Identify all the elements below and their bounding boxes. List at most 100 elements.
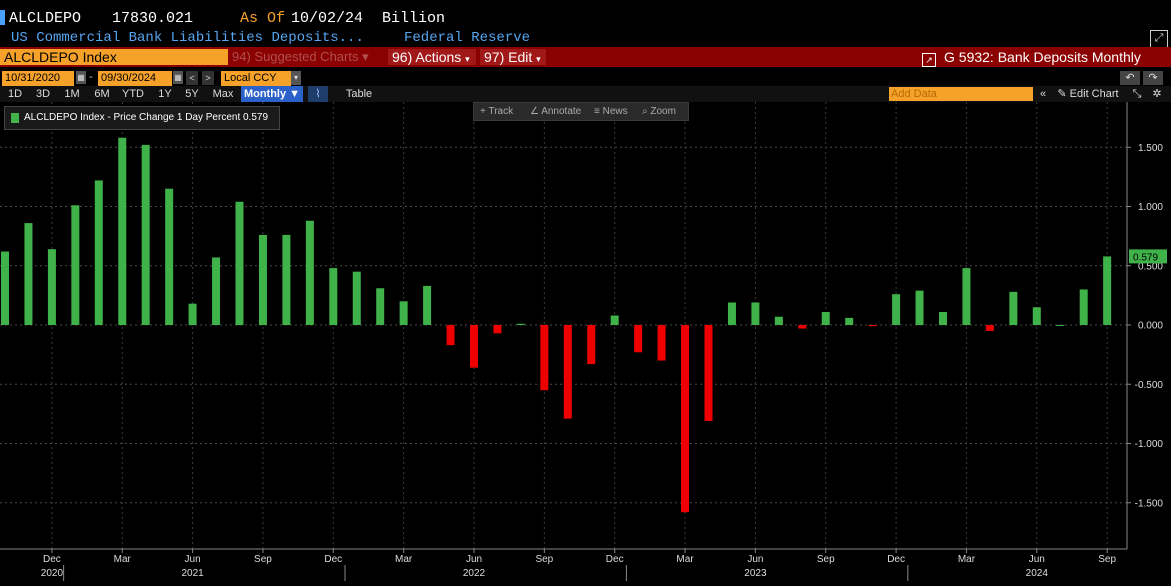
x-year-label: 2024	[1026, 568, 1049, 579]
add-data-input[interactable]: Add Data	[889, 87, 1033, 101]
prev-period-button[interactable]: <	[186, 71, 198, 85]
start-date-input[interactable]: 10/31/2020	[2, 71, 74, 86]
actions-menu[interactable]: 96) Actions ▾	[388, 49, 476, 65]
annotate-label: Annotate	[541, 106, 582, 117]
end-date-input[interactable]: 09/30/2024	[98, 71, 172, 86]
asof-date: 10/02/24	[291, 10, 364, 27]
last-value-tag	[1129, 249, 1167, 264]
y-tick-label: 0.500	[1138, 261, 1163, 272]
data-bar	[423, 285, 432, 325]
date-range-row: 10/31/2020 ▦ - 09/30/2024 ▦ < > Local CC…	[0, 71, 1171, 86]
calendar-icon[interactable]: ▦	[76, 71, 86, 84]
chevron-down-icon: ▾	[536, 54, 541, 64]
data-bar	[610, 315, 619, 325]
annotate-tool[interactable]: ∠ Annotate	[530, 103, 581, 120]
undo-icon[interactable]: ↶	[1120, 71, 1140, 85]
chart-area[interactable]: -1.500 -1.000 -0.500 0.000 0.500 1.000 1.500 De…	[0, 102, 1171, 581]
x-year-label: 2022	[463, 568, 486, 579]
period-1y[interactable]: 1Y	[158, 88, 172, 100]
unit-label: Billion	[382, 10, 446, 27]
edit-chart-button[interactable]: ✎ Edit Chart	[1052, 86, 1124, 102]
calendar-icon[interactable]: ▦	[173, 71, 183, 84]
period-5y[interactable]: 5Y	[185, 88, 199, 100]
chevron-down-icon: ▼	[289, 88, 301, 100]
data-bar	[587, 325, 596, 365]
news-tool[interactable]: ≡ News	[594, 103, 628, 120]
edit-menu[interactable]: 97) Edit ▾	[480, 49, 546, 65]
frequency-label: Monthly	[243, 88, 287, 100]
data-bar	[165, 188, 174, 325]
launch-icon[interactable]: ↗	[922, 53, 936, 67]
data-bar	[352, 271, 361, 325]
x-year-label: 2021	[181, 568, 204, 579]
x-tick-label: Jun	[1029, 554, 1045, 565]
frequency-select[interactable]: Monthly ▼	[241, 86, 303, 102]
period-toolbar: 1D 3D 1M 6M YTD 1Y 5Y Max Monthly ▼ ⌇ Ta…	[0, 86, 1171, 102]
data-bar	[540, 325, 549, 391]
redo-icon[interactable]: ↷	[1143, 71, 1163, 85]
currency-select[interactable]: Local CCY	[221, 71, 291, 86]
description-row: US Commercial Bank Liabilities Deposits.…	[0, 29, 1171, 48]
data-bar	[282, 234, 291, 325]
data-bar	[1079, 289, 1088, 325]
next-period-button[interactable]: >	[202, 71, 214, 85]
chart-legend[interactable]: ALCLDEPO Index - Price Change 1 Day Perc…	[4, 106, 280, 130]
expand-chart-icon[interactable]: ⤡	[1132, 88, 1142, 100]
line-chart-icon[interactable]: ⌇	[308, 86, 328, 102]
y-tick-label: -1.000	[1135, 439, 1164, 450]
x-tick-label: Dec	[606, 554, 624, 565]
data-bar	[704, 325, 713, 421]
table-button[interactable]: Table	[345, 88, 373, 100]
pencil-icon: ∠	[530, 106, 539, 117]
data-bar	[1009, 291, 1018, 325]
period-6m[interactable]: 6M	[94, 88, 110, 100]
index-name-field[interactable]: ALCLDEPO Index	[0, 49, 228, 65]
chevron-down-icon[interactable]: ▾	[291, 71, 301, 85]
bar-chart[interactable]: -1.500 -1.000 -0.500 0.000 0.500 1.000 1.500 De…	[0, 102, 1171, 581]
expand-icon[interactable]: ⤢	[1150, 30, 1168, 48]
double-chevron-left-icon[interactable]: «	[1039, 88, 1047, 100]
data-bar	[657, 325, 666, 361]
actions-label: 96) Actions	[392, 49, 462, 65]
data-bar	[118, 137, 127, 325]
track-tool[interactable]: + Track	[480, 103, 513, 120]
chevron-down-icon: ▾	[362, 49, 369, 64]
period-1m[interactable]: 1M	[64, 88, 80, 100]
data-bar	[399, 301, 408, 325]
suggested-charts-button[interactable]: 94) Suggested Charts ▾	[232, 49, 369, 65]
chart-tool-strip: + Track ∠ Annotate ≡ News ⌕ Zoom	[473, 102, 689, 121]
x-tick-label: Mar	[114, 554, 132, 565]
x-tick-label: Mar	[676, 554, 694, 565]
data-bar	[727, 302, 736, 325]
period-3d[interactable]: 3D	[35, 88, 51, 100]
period-1d[interactable]: 1D	[7, 88, 23, 100]
x-tick-label: Jun	[466, 554, 482, 565]
data-bar	[235, 201, 244, 325]
asof-label: As Of	[240, 10, 286, 27]
data-bar	[962, 268, 971, 325]
data-bar	[24, 223, 33, 325]
security-header: ALCLDEPO 17830.021 As Of 10/02/24 Billio…	[0, 8, 1171, 28]
header-marker	[0, 10, 5, 25]
data-bar	[751, 302, 760, 325]
data-bar	[985, 325, 994, 331]
period-ytd[interactable]: YTD	[122, 88, 144, 100]
y-tick-label: 1.500	[1138, 143, 1163, 154]
period-max[interactable]: Max	[212, 88, 234, 100]
data-bar	[939, 311, 947, 325]
chart-title: ↗ G 5932: Bank Deposits Monthly	[922, 48, 1141, 67]
data-bar	[868, 325, 877, 327]
zoom-tool[interactable]: ⌕ Zoom	[642, 103, 676, 120]
date-separator: -	[89, 71, 93, 83]
edit-chart-label: Edit Chart	[1069, 88, 1119, 100]
data-bar	[258, 234, 267, 325]
main-toolbar: ALCLDEPO Index 94) Suggested Charts ▾ 96…	[0, 47, 1171, 67]
x-tick-label: Dec	[324, 554, 342, 565]
data-bar	[305, 220, 314, 325]
data-source: Federal Reserve	[404, 30, 531, 46]
ticker-label: ALCLDEPO	[9, 10, 82, 27]
gear-icon[interactable]: ✲	[1152, 88, 1162, 100]
x-year-label: 2023	[744, 568, 767, 579]
data-bar	[329, 268, 338, 325]
x-tick-label: Sep	[817, 554, 835, 565]
